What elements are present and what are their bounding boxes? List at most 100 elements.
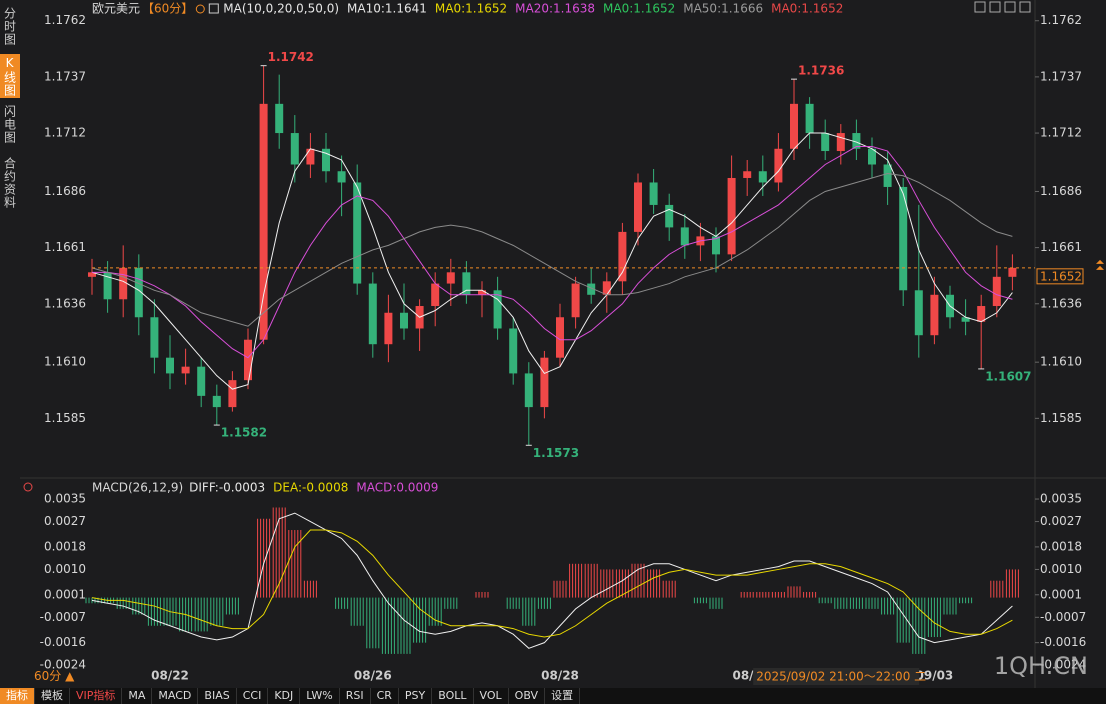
candle-body bbox=[868, 148, 876, 165]
extreme-label: 1.1573 bbox=[533, 446, 579, 460]
y-tick-label-left: 1.1686 bbox=[44, 184, 86, 198]
candle-body bbox=[446, 272, 455, 284]
toolbar-tab[interactable]: CCI bbox=[237, 688, 269, 704]
y-tick-label-left: 0.0027 bbox=[44, 514, 86, 528]
toolbar-tab[interactable]: BIAS bbox=[198, 688, 237, 704]
candle-body bbox=[181, 366, 190, 374]
macd-icon bbox=[23, 482, 33, 492]
candle-body bbox=[353, 182, 362, 284]
candle-body bbox=[228, 380, 237, 408]
candle-body bbox=[1008, 267, 1017, 277]
legend-item: DIFF:-0.0003 bbox=[189, 481, 265, 495]
period-selector[interactable]: 60分 ▲ bbox=[34, 669, 75, 683]
candle-body bbox=[400, 312, 408, 329]
y-tick-label-left: -0.0007 bbox=[40, 610, 86, 624]
candle-body bbox=[930, 294, 939, 336]
sidebar-tab[interactable]: 闪电图 bbox=[2, 105, 17, 144]
legend-item: MA0:1.1652 bbox=[603, 2, 675, 16]
toolbar-tab[interactable]: LW% bbox=[300, 688, 340, 704]
sidebar-tab[interactable]: 合约资料 bbox=[2, 157, 17, 209]
y-tick-label-left: 1.1585 bbox=[44, 411, 86, 425]
candle-body bbox=[899, 186, 908, 291]
y-tick-label-left: 0.0035 bbox=[44, 492, 86, 506]
candle-body bbox=[275, 103, 284, 134]
window-icons bbox=[974, 1, 1031, 13]
candle-body bbox=[649, 182, 658, 205]
candle-body bbox=[524, 373, 533, 408]
y-tick-label-left: 1.1712 bbox=[44, 126, 86, 140]
toolbar-tab[interactable]: 模板 bbox=[35, 688, 70, 704]
chart: 欧元美元 【60分】 MA(10,0,20,0,50,0) MA10:1.1641 MA… bbox=[20, 0, 1106, 688]
candle-body bbox=[852, 133, 861, 149]
sidebar-tab[interactable]: K线图 bbox=[0, 54, 20, 98]
candle-body bbox=[431, 283, 440, 307]
time-tooltip-text: 2025/09/02 21:00～22:00 二 bbox=[756, 670, 926, 684]
y-tick-label-left: 0.0018 bbox=[44, 539, 86, 553]
candle-body bbox=[634, 182, 642, 232]
toolbar-tab[interactable]: PSY bbox=[399, 688, 433, 704]
extreme-label: 1.1736 bbox=[798, 64, 844, 78]
y-tick-label-left: 1.1610 bbox=[44, 355, 86, 369]
toolbar-tab[interactable]: RSI bbox=[340, 688, 371, 704]
ma-line bbox=[92, 146, 1013, 359]
toolbar-tab[interactable]: MACD bbox=[152, 688, 199, 704]
candle-body bbox=[322, 148, 330, 172]
y-tick-label-left: 0.0010 bbox=[44, 562, 86, 576]
toolbar-tab[interactable]: CR bbox=[371, 688, 399, 704]
candle-body bbox=[244, 339, 252, 381]
candle-body bbox=[119, 267, 128, 300]
y-tick-label-left: 1.1636 bbox=[44, 296, 86, 310]
toolbar-tab[interactable]: VIP指标 bbox=[70, 688, 123, 704]
y-tick-label: 0.0010 bbox=[1040, 562, 1082, 576]
toolbar-tab[interactable]: MA bbox=[122, 688, 153, 704]
y-tick-label: 1.1661 bbox=[1040, 240, 1082, 254]
legend-item: MA(10,0,20,0,50,0) bbox=[223, 2, 339, 16]
toolbar-tab[interactable]: VOL bbox=[474, 688, 509, 704]
y-tick-label: -0.0016 bbox=[1040, 635, 1086, 649]
candle-body bbox=[571, 283, 580, 318]
candle-body bbox=[556, 317, 564, 358]
extreme-label: 1.1582 bbox=[221, 426, 267, 440]
toolbar-tab[interactable]: OBV bbox=[509, 688, 546, 704]
y-tick-label: 0.0018 bbox=[1040, 539, 1082, 553]
candle-body bbox=[103, 272, 112, 300]
y-tick-label: 1.1762 bbox=[1040, 13, 1082, 27]
toolbar-tab[interactable]: 设置 bbox=[545, 688, 581, 704]
sidebar-tab[interactable]: 分时图 bbox=[2, 6, 17, 46]
candle-body bbox=[914, 290, 923, 336]
y-tick-label-left: 1.1762 bbox=[44, 13, 86, 27]
x-tick-label: 08/28 bbox=[541, 669, 579, 683]
legend-item: MA0:1.1652 bbox=[435, 2, 507, 16]
x-tick-label: 08/26 bbox=[354, 669, 392, 683]
y-tick-label-left: 1.1661 bbox=[44, 240, 86, 254]
candle-body bbox=[462, 272, 471, 295]
candle-body bbox=[493, 290, 502, 329]
candle-body bbox=[961, 317, 970, 322]
candle-body bbox=[665, 204, 674, 228]
x-tick-label: 08/22 bbox=[151, 669, 189, 683]
legend-item: MA50:1.1666 bbox=[683, 2, 763, 16]
candle-body bbox=[774, 148, 783, 183]
toolbar-tab[interactable]: 指标 bbox=[0, 688, 35, 704]
y-tick-label: 1.1636 bbox=[1040, 296, 1082, 310]
last-price-label: 1.1652 bbox=[1040, 269, 1082, 283]
y-tick-label-left: 1.1737 bbox=[44, 69, 86, 83]
y-tick-label-left: 0.0001 bbox=[44, 587, 86, 601]
candle-body bbox=[478, 290, 486, 295]
macd-title: MACD(26,12,9) bbox=[92, 481, 183, 495]
extreme-label: 1.1742 bbox=[268, 50, 314, 64]
chart-title: 欧元美元 bbox=[92, 2, 140, 16]
candle-body bbox=[384, 312, 393, 345]
macd-line bbox=[91, 529, 1013, 638]
x-tick-label: 09/03 bbox=[916, 669, 954, 683]
candle-body bbox=[166, 357, 174, 374]
candle-body bbox=[727, 177, 736, 255]
time-tooltip bbox=[753, 668, 920, 685]
toolbar-tab[interactable]: BOLL bbox=[432, 688, 474, 704]
toolbar-tab[interactable]: KDJ bbox=[268, 688, 301, 704]
y-tick-label: 1.1610 bbox=[1040, 355, 1082, 369]
y-tick-label: 1.1712 bbox=[1040, 126, 1082, 140]
legend-item: MA20:1.1638 bbox=[515, 2, 595, 16]
y-tick-label: 0.0027 bbox=[1040, 514, 1082, 528]
